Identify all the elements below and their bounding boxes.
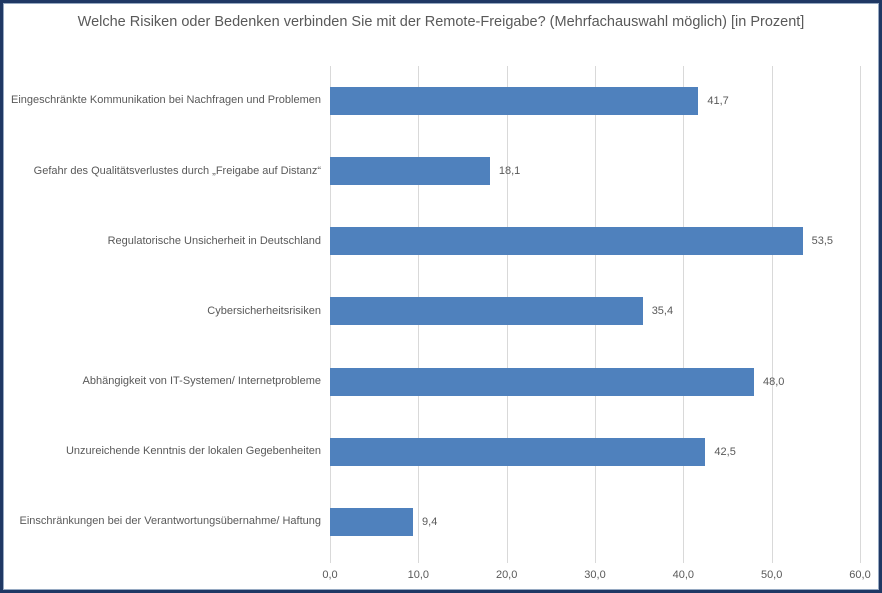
value-label: 53,5 [811, 235, 833, 248]
x-tick-label: 0,0 [322, 569, 338, 581]
chart-title: Welche Risiken oder Bedenken verbinden S… [77, 14, 805, 30]
bar-row: Cybersicherheitsrisiken 35,4 [3, 276, 860, 346]
bar-track: 53,5 [330, 227, 860, 256]
x-axis: 0,0 10,0 20,0 30,0 40,0 50,0 60,0 [322, 569, 870, 585]
x-tick-label: 50,0 [760, 569, 783, 581]
bar-row: Unzureichende Kenntnis der lokalen Gegeb… [3, 417, 860, 487]
bar-row: Gefahr des Qualitätsverlustes durch „Fre… [3, 136, 860, 206]
x-tick-label: 60,0 [849, 569, 871, 581]
value-label: 41,7 [707, 95, 729, 108]
category-label: Unzureichende Kenntnis der lokalen Gegeb… [65, 445, 321, 458]
category-label: Eingeschränkte Kommunikation bei Nachfra… [10, 94, 321, 107]
bar [330, 87, 699, 116]
bar [330, 157, 490, 186]
category-label: Abhängigkeit von IT-Systemen/ Internetpr… [82, 375, 321, 388]
bar [330, 437, 706, 466]
gridline [860, 66, 861, 563]
gridline [771, 66, 773, 563]
bar-rows: Eingeschränkte Kommunikation bei Nachfra… [3, 66, 860, 557]
x-tick-label: 20,0 [495, 569, 518, 581]
bar-row: Eingeschränkte Kommunikation bei Nachfra… [3, 66, 860, 136]
bar [330, 367, 754, 396]
x-tick-label: 30,0 [584, 569, 606, 581]
bar-row: Regulatorische Unsicherheit in Deutschla… [3, 206, 860, 276]
bar [330, 227, 803, 256]
value-label: 9,4 [422, 515, 438, 528]
bar-track: 41,7 [330, 87, 860, 116]
category-label: Cybersicherheitsrisiken [207, 304, 321, 317]
value-label: 48,0 [763, 375, 785, 388]
x-tick-label: 10,0 [407, 569, 430, 581]
value-label: 18,1 [498, 165, 521, 178]
category-label: Regulatorische Unsicherheit in Deutschla… [107, 234, 321, 247]
value-label: 35,4 [651, 305, 674, 318]
bar [330, 297, 643, 326]
gridline [683, 66, 685, 563]
bar-track: 35,4 [330, 297, 860, 326]
bar-track: 48,0 [330, 367, 860, 396]
bar-row: Einschränkungen bei der Verantwortungsüb… [3, 487, 860, 557]
category-label: Gefahr des Qualitätsverlustes durch „Fre… [33, 164, 321, 177]
bar-track: 18,1 [330, 157, 860, 186]
category-label: Einschränkungen bei der Verantwortungsüb… [19, 515, 321, 528]
bar-row: Abhängigkeit von IT-Systemen/ Internetpr… [3, 347, 860, 417]
value-label: 42,5 [714, 445, 736, 458]
bar-track: 9,4 [330, 507, 860, 536]
bar-track: 42,5 [330, 437, 860, 466]
bar [330, 507, 414, 536]
x-tick-label: 40,0 [672, 569, 695, 581]
